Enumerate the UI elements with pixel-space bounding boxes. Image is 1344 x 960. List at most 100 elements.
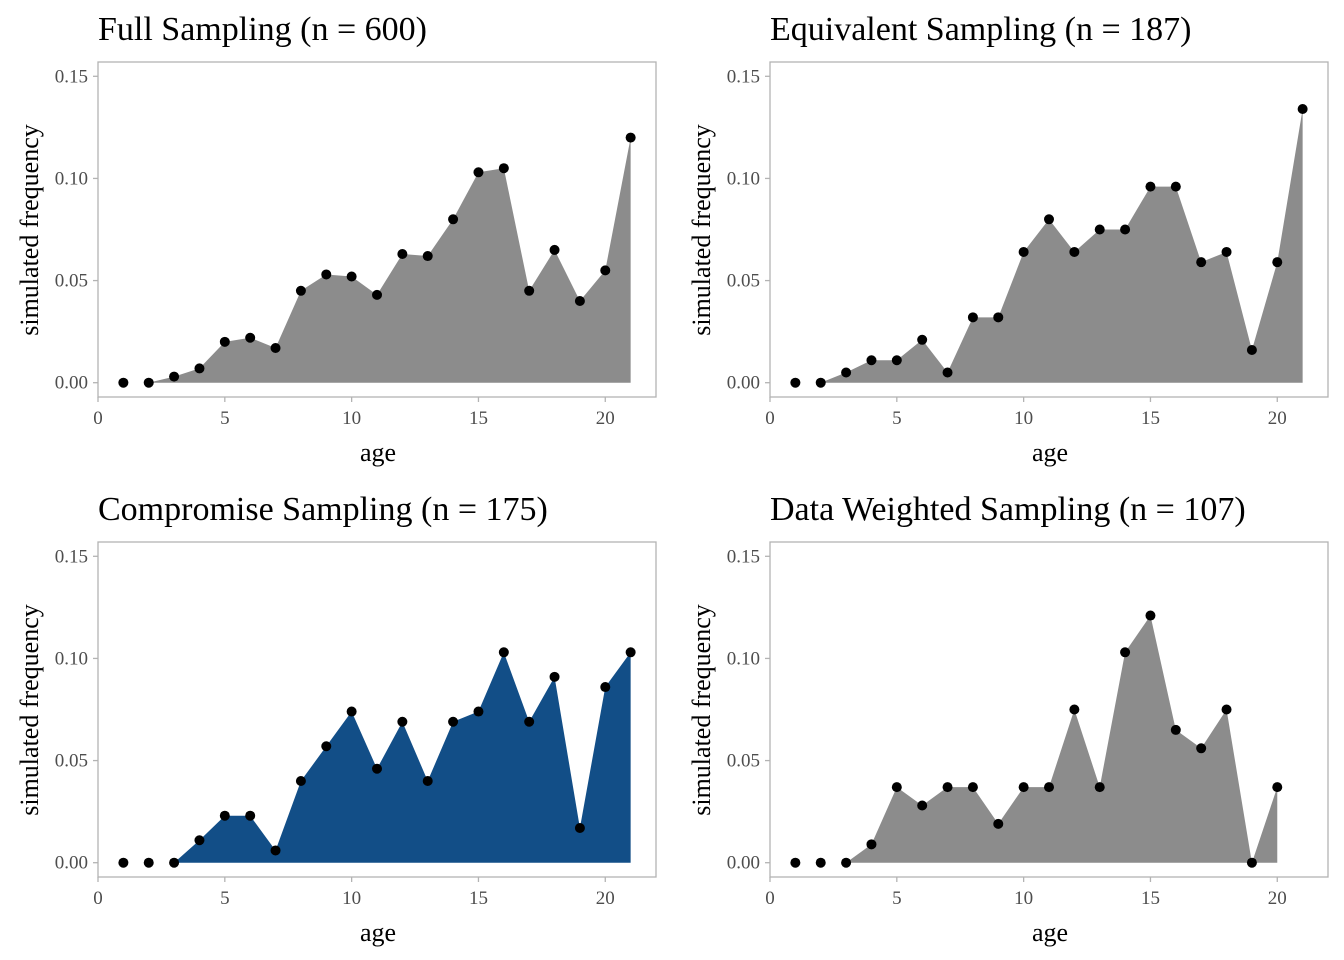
data-point bbox=[194, 835, 205, 846]
data-point bbox=[270, 342, 281, 353]
plot-area: 0 5 10 15 20 0.00 0.05 0.10 0.15 bbox=[727, 541, 1329, 909]
chart-panel-compromise-sampling: Compromise Sampling (n = 175) 0 5 10 15 20 0.… bbox=[0, 480, 672, 960]
x-tick-label: 5 bbox=[220, 408, 230, 429]
y-axis-label: simulated frequency bbox=[15, 124, 44, 336]
y-tick-label: 0.15 bbox=[55, 66, 88, 87]
data-point bbox=[815, 857, 826, 868]
data-point bbox=[321, 741, 332, 752]
data-point bbox=[1221, 704, 1232, 715]
data-point bbox=[942, 367, 953, 378]
data-point bbox=[245, 332, 256, 343]
data-point bbox=[1120, 647, 1131, 658]
data-point bbox=[574, 295, 585, 306]
x-tick-label: 5 bbox=[892, 408, 902, 429]
x-tick-label: 20 bbox=[596, 888, 615, 909]
data-point bbox=[549, 244, 560, 255]
data-point bbox=[815, 377, 826, 388]
data-point bbox=[1272, 782, 1283, 793]
data-point bbox=[1145, 610, 1156, 621]
chart-panel-equivalent-sampling: Equivalent Sampling (n = 187) 0 5 10 15 20 0.… bbox=[672, 0, 1344, 480]
y-tick-label: 0.10 bbox=[727, 168, 760, 189]
y-tick-label: 0.15 bbox=[727, 66, 760, 87]
data-point bbox=[346, 271, 357, 282]
chart-svg: Equivalent Sampling (n = 187) 0 5 10 15 20 0.… bbox=[687, 11, 1329, 467]
data-point bbox=[993, 818, 1004, 829]
y-tick-label: 0.10 bbox=[55, 648, 88, 669]
data-point bbox=[498, 647, 509, 658]
data-point bbox=[790, 857, 801, 868]
data-point bbox=[790, 377, 801, 388]
y-tick-label: 0.05 bbox=[727, 271, 760, 292]
data-point bbox=[372, 763, 382, 774]
y-tick-label: 0.15 bbox=[727, 546, 760, 567]
x-axis-label: age bbox=[1032, 918, 1068, 947]
area-series bbox=[123, 137, 631, 383]
data-point bbox=[1196, 257, 1207, 268]
x-tick-label: 0 bbox=[93, 408, 103, 429]
chart-panel-data-weighted-sampling: Data Weighted Sampling (n = 107) 0 5 10 15 2… bbox=[672, 480, 1344, 960]
data-point bbox=[118, 857, 129, 868]
data-point bbox=[1196, 743, 1207, 754]
x-tick-label: 0 bbox=[93, 888, 103, 909]
data-point bbox=[169, 371, 180, 382]
data-point bbox=[498, 163, 509, 174]
chart-title: Compromise Sampling (n = 175) bbox=[98, 491, 548, 528]
data-point bbox=[372, 289, 382, 300]
data-point bbox=[397, 249, 408, 260]
data-point bbox=[1094, 782, 1105, 793]
y-tick-label: 0.05 bbox=[55, 751, 88, 772]
data-point bbox=[1272, 257, 1283, 268]
data-point bbox=[600, 682, 611, 693]
data-point bbox=[448, 716, 459, 727]
x-tick-label: 5 bbox=[220, 888, 230, 909]
x-tick-label: 20 bbox=[1268, 888, 1287, 909]
data-point bbox=[346, 706, 357, 717]
data-point bbox=[625, 647, 636, 658]
data-point bbox=[118, 377, 129, 388]
x-tick-label: 10 bbox=[342, 408, 361, 429]
y-tick-label: 0.00 bbox=[727, 853, 760, 874]
x-axis-label: age bbox=[1032, 438, 1068, 467]
data-point bbox=[917, 800, 928, 811]
data-point bbox=[866, 839, 877, 850]
data-point bbox=[549, 671, 560, 682]
y-tick-label: 0.10 bbox=[727, 648, 760, 669]
area-series bbox=[795, 108, 1303, 383]
plot-area: 0 5 10 15 20 0.00 0.05 0.10 0.15 bbox=[55, 61, 657, 429]
y-axis-label: simulated frequency bbox=[15, 604, 44, 816]
area-series bbox=[123, 652, 631, 863]
x-tick-label: 10 bbox=[1014, 888, 1033, 909]
data-point bbox=[448, 214, 459, 225]
data-point bbox=[891, 782, 902, 793]
y-axis-label: simulated frequency bbox=[687, 604, 716, 816]
data-point bbox=[967, 312, 978, 323]
data-point bbox=[942, 782, 953, 793]
area-series bbox=[795, 615, 1278, 863]
data-point bbox=[422, 251, 433, 262]
data-point bbox=[1069, 246, 1080, 257]
x-tick-label: 10 bbox=[342, 888, 361, 909]
data-point bbox=[600, 265, 611, 276]
data-point bbox=[917, 334, 928, 345]
x-tick-label: 15 bbox=[1141, 408, 1160, 429]
data-point bbox=[194, 363, 205, 374]
data-point bbox=[866, 355, 877, 366]
data-point bbox=[841, 857, 852, 868]
data-point bbox=[1246, 345, 1257, 356]
data-point bbox=[295, 285, 306, 296]
data-point bbox=[524, 285, 535, 296]
x-axis-label: age bbox=[360, 438, 396, 467]
data-point bbox=[524, 716, 535, 727]
data-point bbox=[473, 167, 484, 178]
y-tick-label: 0.00 bbox=[55, 373, 88, 394]
x-tick-label: 20 bbox=[1268, 408, 1287, 429]
x-tick-label: 10 bbox=[1014, 408, 1033, 429]
y-tick-label: 0.05 bbox=[55, 271, 88, 292]
data-point bbox=[1069, 704, 1080, 715]
x-tick-label: 0 bbox=[765, 888, 775, 909]
chart-title: Equivalent Sampling (n = 187) bbox=[770, 11, 1191, 48]
x-tick-label: 15 bbox=[469, 408, 488, 429]
chart-panel-full-sampling: Full Sampling (n = 600) 0 5 10 15 20 0.00 0.05… bbox=[0, 0, 672, 480]
data-point bbox=[967, 782, 978, 793]
data-point bbox=[143, 857, 154, 868]
